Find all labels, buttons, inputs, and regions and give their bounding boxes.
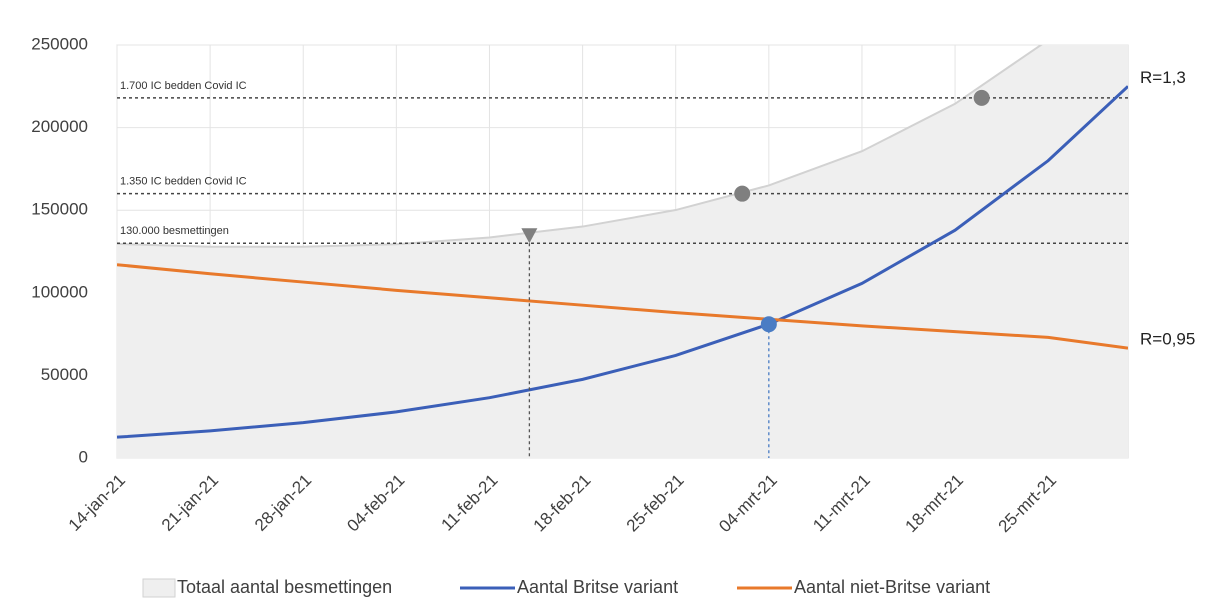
marker: [760, 316, 777, 333]
x-tick-label: 04-mrt-21: [715, 471, 781, 537]
r-label: R=1,3: [1140, 68, 1186, 87]
y-tick-label: 100000: [31, 282, 88, 301]
x-tick-label: 25-mrt-21: [995, 471, 1061, 537]
marker: [973, 89, 990, 106]
x-tick-label: 04-feb-21: [343, 471, 408, 536]
x-tick-label: 11-mrt-21: [809, 471, 874, 536]
legend-label: Aantal niet-Britse variant: [794, 577, 990, 597]
x-tick-label: 14-jan-21: [65, 471, 129, 535]
x-tick-label: 18-feb-21: [530, 471, 595, 536]
marker: [734, 185, 751, 202]
legend-label: Totaal aantal besmettingen: [177, 577, 392, 597]
reference-label: 130.000 besmettingen: [120, 225, 229, 237]
x-tick-label: 25-feb-21: [623, 471, 688, 536]
x-tick-label: 21-jan-21: [158, 471, 222, 535]
area-edge: [117, 45, 1043, 248]
y-tick-label: 0: [79, 447, 88, 466]
reference-label: 1.350 IC bedden Covid IC: [120, 176, 247, 188]
marker: [521, 228, 538, 244]
x-tick-label: 28-jan-21: [251, 471, 315, 535]
r-label: R=0,95: [1140, 330, 1195, 349]
line: [117, 85, 1128, 439]
y-tick-label: 150000: [31, 200, 88, 219]
legend-swatch: [142, 578, 176, 598]
y-tick-label: 50000: [41, 365, 88, 384]
x-tick-label: 18-mrt-21: [902, 471, 968, 537]
y-tick-label: 250000: [31, 34, 88, 53]
y-tick-label: 200000: [31, 117, 88, 136]
legend-label: Aantal Britse variant: [517, 577, 678, 597]
x-tick-label: 11-feb-21: [437, 471, 501, 535]
reference-label: 1.700 IC bedden Covid IC: [120, 80, 247, 92]
area: [117, 45, 1128, 458]
line: [117, 263, 1128, 350]
